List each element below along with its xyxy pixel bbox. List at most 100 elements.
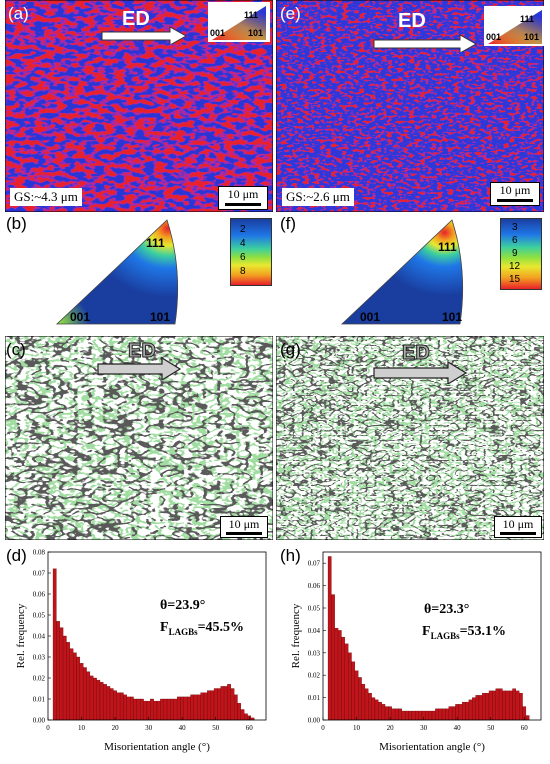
scale-text-e: 10 μm <box>499 183 531 197</box>
hist-h-bar <box>391 708 396 721</box>
hist-h-bar <box>462 701 466 721</box>
hist-h-bar <box>425 710 429 721</box>
hist-d-bar <box>176 696 181 721</box>
hist-h-bar <box>374 699 379 721</box>
hist-h-bar <box>445 708 449 721</box>
hist-d-bar <box>240 709 245 721</box>
hist-d-bar <box>130 696 134 721</box>
hist-h-ytick: 0.04 <box>308 627 321 635</box>
colorbar-f-tick-1: 3 <box>512 222 518 233</box>
hist-d-bar <box>99 682 104 721</box>
hist-d-bar <box>180 696 184 721</box>
hist-h-ytick: 0.03 <box>308 649 321 657</box>
hist-d-bar <box>223 686 228 721</box>
hist-d-bar <box>233 694 238 721</box>
hist-d-ytick: 0.08 <box>33 549 46 557</box>
hist-h-bar <box>435 708 439 721</box>
hist-h-bar <box>438 708 443 721</box>
hist-d-xlabel: Misorientation angle (°) <box>104 741 210 753</box>
colorbar-b-tick-1: 2 <box>240 224 246 235</box>
hist-d-bar <box>126 696 131 721</box>
hist-d-bar <box>173 698 178 721</box>
hist-d-bar <box>210 690 215 721</box>
hist-h-bar <box>498 688 503 721</box>
hist-h-bar <box>384 706 389 721</box>
colorbar-f-tick-2: 6 <box>512 235 518 246</box>
hist-d-xtick: 50 <box>212 724 220 732</box>
colorbar-f-tick-4: 12 <box>509 261 521 272</box>
hist-d-bar <box>163 698 168 721</box>
pf-b-left: 001 <box>70 310 91 324</box>
hist-h-bar <box>364 688 369 721</box>
hist-d-bar <box>143 700 148 721</box>
hist-d-bar <box>96 679 101 721</box>
pf-f-right: 101 <box>442 310 463 324</box>
hist-h-bar <box>525 715 530 721</box>
hist-h-bar <box>418 710 423 721</box>
hist-d-ytick: 0.03 <box>33 654 46 662</box>
hist-d-bar <box>150 698 154 721</box>
scale-bar-e <box>497 199 533 202</box>
hist-h-bar <box>478 695 483 721</box>
hist-d-bar <box>119 692 124 721</box>
theta-h: θ=23.3° <box>424 602 470 617</box>
panel-label-g: (g) <box>280 340 301 359</box>
hist-d-xtick: 0 <box>46 724 50 732</box>
hist-h-bar <box>512 688 516 721</box>
hist-h-frame <box>322 551 542 721</box>
hist-h-bar <box>431 710 436 721</box>
hist-d-bar <box>59 627 64 721</box>
hist-d-bar <box>109 688 114 721</box>
colorbar-f-tick-5: 15 <box>509 274 521 285</box>
hist-d-xtick: 40 <box>179 724 187 732</box>
ed-arrow-e <box>373 34 478 52</box>
hist-h-ytick: 0.01 <box>308 694 321 702</box>
panel-label-d: (d) <box>6 546 27 565</box>
panel-label-a: (a) <box>8 4 29 23</box>
hist-d-bar <box>160 698 164 721</box>
hist-d-bar <box>133 698 138 721</box>
scale-box-c: 10 μm <box>220 516 268 538</box>
hist-h-bar <box>354 670 359 721</box>
hist-h-xtick: 60 <box>521 724 529 732</box>
ed-label-e: ED <box>398 10 426 32</box>
hist-h-ytick: 0.02 <box>308 672 321 680</box>
hist-h-bar <box>502 690 506 721</box>
hist-d-bar <box>136 698 141 721</box>
ipf-key-e-left: 001 <box>486 32 502 42</box>
hist-d-xtick: 30 <box>145 724 153 732</box>
panel-label-b: (b) <box>6 214 27 233</box>
flagb-h-sub: LAGBs <box>430 630 460 641</box>
hist-d-bar <box>183 696 188 721</box>
hist-h-bar <box>348 652 352 721</box>
hist-h-bar <box>495 688 500 721</box>
hist-h-bar <box>405 710 409 721</box>
hist-h-bar <box>378 701 382 721</box>
pf-f-top: 111 <box>438 240 457 254</box>
hist-h-bar <box>505 690 510 721</box>
hist-d-bar <box>187 696 191 721</box>
hist-h-bar <box>394 708 399 721</box>
panel-label-c: (c) <box>6 340 26 359</box>
hist-h-xtick: 20 <box>387 724 395 732</box>
hist-d-bar <box>113 690 117 721</box>
hist-d-xtick: 60 <box>246 724 254 732</box>
hist-h-bar <box>485 692 490 721</box>
hist-h-ytick: 0.00 <box>308 717 321 725</box>
hist-d-bar <box>197 694 201 721</box>
hist-h-bar <box>368 692 372 721</box>
hist-h-bar <box>458 704 463 721</box>
hist-h-bar <box>411 710 416 721</box>
hist-d-ytick: 0.05 <box>33 612 46 620</box>
hist-h-bar <box>508 690 513 721</box>
ed-arrow-a <box>101 26 188 44</box>
hist-d-bar <box>83 667 87 721</box>
hist-h-bar <box>351 661 356 721</box>
hist-d-bar <box>66 642 70 721</box>
panel-label-h: (h) <box>280 546 301 565</box>
hist-d-bar <box>140 698 144 721</box>
hist-h-bar <box>448 706 453 721</box>
ipf-key-e-right: 101 <box>524 32 540 42</box>
ipf-key-e: 111 001 101 <box>484 6 546 46</box>
hist-h-bar <box>344 643 349 721</box>
